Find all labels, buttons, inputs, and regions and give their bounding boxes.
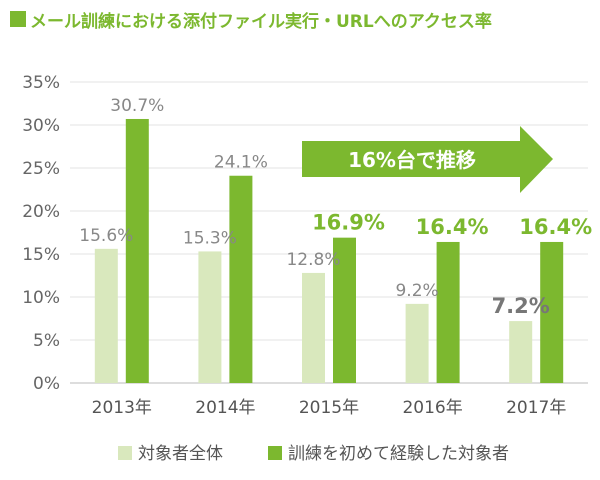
legend-label-first-time: 訓練を初めて経験した対象者 [288,444,509,464]
chart-title: メール訓練における添付ファイル実行・URLへのアクセス率 [30,11,492,32]
bar-overall [302,272,325,383]
data-label-overall: 15.6% [79,226,133,246]
bar-overall [509,321,533,383]
bar-first-time [540,241,564,383]
y-tick-label: 30% [22,116,60,136]
annotation-text: 16%台で推移 [348,148,476,172]
bar-first-time [333,237,356,383]
bar-first-time [436,241,460,383]
x-tick-label: 2013年 [92,398,152,418]
y-tick-label: 20% [22,202,60,222]
data-label-overall: 9.2% [395,281,438,301]
bar-first-time [229,175,253,383]
title-marker-icon [10,11,26,27]
bar-overall [405,303,429,383]
x-tick-label: 2016年 [402,398,462,418]
y-tick-label: 25% [22,159,60,179]
data-label-overall: 12.8% [286,250,340,270]
data-label-first-time: 24.1% [214,153,268,173]
data-label-first-time: 16.9% [312,211,385,235]
y-tick-label: 10% [22,288,60,308]
x-tick-label: 2017年 [506,398,566,418]
x-tick-label: 2014年 [195,398,255,418]
y-tick-label: 5% [33,331,60,351]
y-tick-label: 35% [22,73,60,93]
bar-first-time [125,118,149,383]
bar-overall [94,248,118,383]
bar-overall [198,251,222,383]
data-label-overall: 7.2% [492,294,550,318]
legend-label-overall: 対象者全体 [138,444,223,464]
y-tick-label: 0% [33,374,60,394]
data-label-first-time: 16.4% [519,215,592,239]
legend-swatch-overall [118,446,132,460]
data-label-first-time: 30.7% [110,96,164,116]
data-label-overall: 15.3% [183,228,237,248]
legend-swatch-first-time [268,446,282,460]
x-tick-label: 2015年 [299,398,359,418]
y-tick-label: 15% [22,245,60,265]
annotation-arrow [302,126,553,193]
chart-title-row: メール訓練における添付ファイル実行・URLへのアクセス率 [10,6,492,32]
data-label-first-time: 16.4% [416,215,489,239]
